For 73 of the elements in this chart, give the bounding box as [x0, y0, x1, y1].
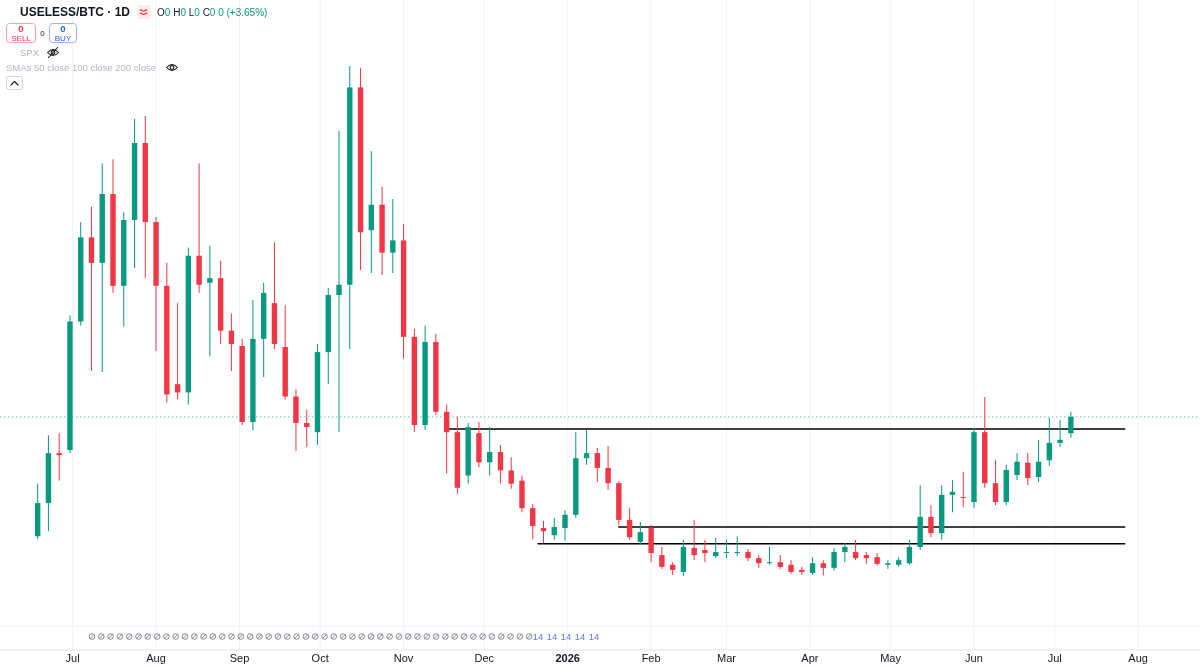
x-tick-label: Mar — [716, 652, 737, 664]
candlestick — [390, 198, 396, 274]
x-tick-label: Feb — [641, 652, 661, 664]
text: BUY — [54, 33, 72, 43]
x-tick-label: Dec — [474, 652, 495, 664]
candlestick — [766, 546, 773, 566]
text: SPX — [20, 47, 40, 58]
candlestick — [949, 479, 956, 513]
candlestick — [497, 444, 504, 485]
x-tick-label: Apr — [801, 652, 819, 664]
x-tick-label: Aug — [146, 652, 166, 664]
candlestick — [174, 302, 181, 401]
candlestick — [831, 547, 837, 572]
candlestick — [1025, 452, 1031, 486]
text: 14 — [560, 631, 572, 642]
candlestick — [540, 520, 547, 544]
candlestick — [713, 537, 719, 559]
candlestick — [885, 559, 891, 570]
candlestick — [487, 426, 493, 477]
text: 14 — [532, 631, 544, 642]
candlestick — [992, 459, 999, 506]
candlestick — [1068, 411, 1074, 439]
candlestick — [906, 539, 913, 566]
candlestick — [562, 509, 568, 542]
x-tick-label: May — [880, 652, 902, 664]
candlestick — [626, 507, 633, 541]
candlestick — [530, 503, 536, 540]
text: O0 H0 L0 C0 0 (+3.65%) — [157, 7, 268, 18]
x-tick-label: Nov — [393, 652, 414, 664]
text: 14 — [574, 631, 586, 642]
candlestick — [228, 312, 235, 372]
candlestick — [960, 471, 966, 508]
text: SELL — [11, 33, 32, 43]
candlestick — [336, 130, 342, 433]
candlestick — [788, 559, 794, 575]
candlestick — [304, 409, 310, 448]
candlestick — [734, 535, 740, 557]
candlestick — [56, 432, 62, 482]
candlestick — [659, 546, 665, 570]
candlestick — [551, 517, 557, 541]
candlestick — [1057, 419, 1063, 448]
candlestick — [1046, 417, 1053, 467]
candlestick — [583, 429, 590, 466]
x-tick-label: 2026 — [555, 652, 580, 664]
candlestick — [842, 542, 848, 563]
text: 14 — [546, 631, 558, 642]
text: 0 — [18, 23, 24, 34]
candlestick — [637, 521, 644, 546]
x-tick-label: Jul — [1047, 652, 1062, 664]
candlestick — [928, 504, 934, 538]
candlestick — [1035, 439, 1042, 483]
candlestick — [723, 539, 730, 559]
candlestick — [691, 519, 697, 561]
candlestick — [443, 404, 450, 474]
candlestick — [207, 245, 213, 357]
chart-title: USELESS/BTC · 1D — [20, 5, 131, 19]
candlestick — [508, 456, 514, 490]
candlestick — [605, 445, 611, 491]
x-tick-label: Sep — [229, 652, 250, 664]
text: 0 — [60, 23, 66, 34]
candlestick — [702, 539, 708, 563]
candlestick — [1014, 452, 1020, 481]
text: 14 — [588, 631, 600, 642]
x-tick-label: Oct — [311, 652, 329, 664]
text: 0 — [40, 29, 46, 38]
candlestick — [594, 447, 600, 483]
x-tick-label: Jun — [965, 652, 983, 664]
candlestick — [852, 539, 859, 561]
candlestick — [745, 548, 751, 562]
candlestick — [874, 552, 880, 567]
annotation: SMAs 50 close 100 close 200 close — [6, 62, 156, 73]
x-tick-label: Jul — [65, 652, 80, 664]
x-tick-label: Aug — [1128, 652, 1148, 664]
